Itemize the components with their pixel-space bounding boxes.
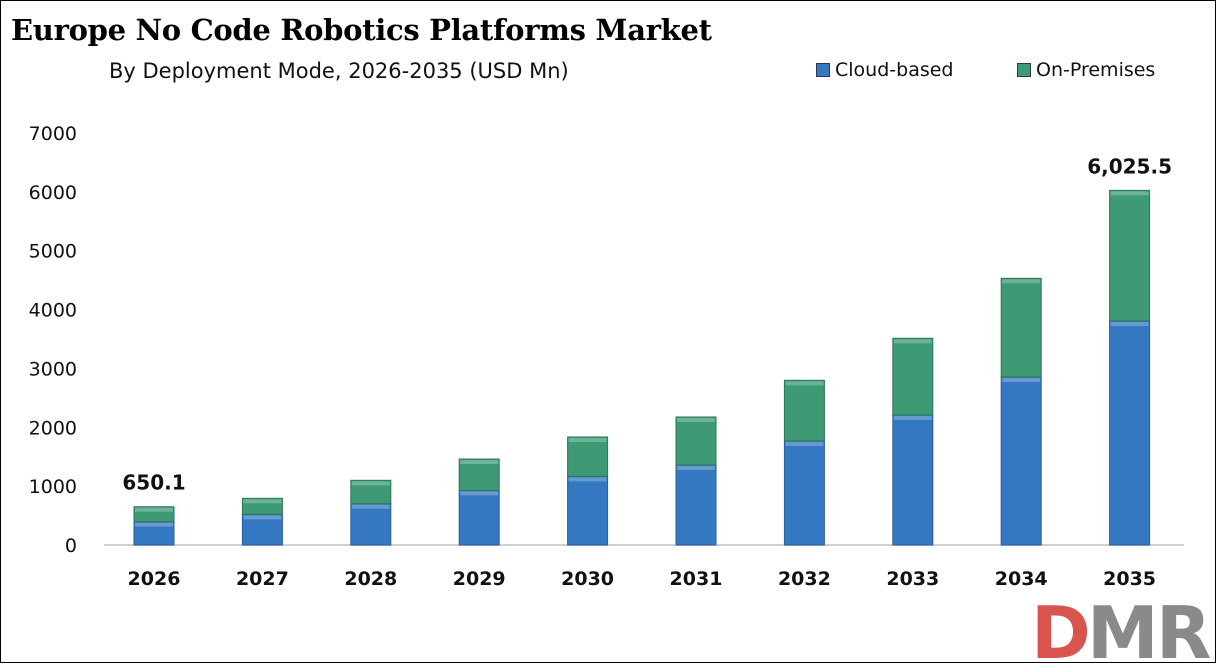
bar-on-premises-2035	[1109, 189, 1151, 322]
bar-bevel	[243, 515, 282, 520]
bar-bevel	[893, 415, 932, 420]
y-tick-label: 0	[65, 535, 77, 557]
x-tick-label: 2035	[1103, 568, 1156, 590]
x-tick-label: 2029	[453, 568, 506, 590]
y-tick-label: 1000	[29, 476, 77, 498]
bar-cloud-based-2033	[892, 414, 934, 546]
bar-cloud-based-2031	[675, 464, 717, 546]
bar-bevel	[135, 507, 173, 512]
x-tick-label: 2034	[995, 568, 1048, 590]
x-tick-label: 2033	[886, 568, 939, 590]
bar-bevel	[893, 339, 932, 344]
bar-bevel	[568, 477, 607, 482]
bar-bevel	[1002, 279, 1041, 284]
bar-on-premises-2029	[458, 458, 500, 491]
bar-cloud-based-2032	[783, 440, 825, 546]
data-label: 650.1	[122, 471, 185, 495]
bar-on-premises-2031	[675, 416, 717, 466]
bar-bevel	[1002, 378, 1041, 383]
bar-on-premises-2032	[783, 379, 825, 442]
legend-swatch-cloud	[816, 63, 830, 77]
x-tick-label: 2026	[128, 568, 181, 590]
chart-subtitle: By Deployment Mode, 2026-2035 (USD Mn)	[109, 59, 569, 83]
bar-bevel	[1110, 191, 1149, 196]
bar-bevel	[785, 441, 824, 446]
bar-cloud-based-2030	[567, 475, 609, 546]
bar-on-premises-2026	[133, 506, 175, 523]
bar-bevel	[568, 437, 607, 442]
bar-cloud-based-2029	[458, 489, 500, 546]
svg-text:M: M	[1087, 596, 1155, 663]
bar-bevel	[460, 491, 499, 496]
x-tick-label: 2030	[561, 568, 614, 590]
y-tick-label: 2000	[29, 417, 77, 439]
bar-bevel	[351, 504, 390, 509]
y-tick-label: 3000	[29, 358, 77, 380]
bar-on-premises-2027	[241, 497, 283, 515]
bar-on-premises-2033	[892, 337, 934, 416]
bar-on-premises-2034	[1000, 277, 1042, 378]
bar-bevel	[460, 460, 499, 465]
data-label: 6,025.5	[1087, 154, 1172, 178]
legend-label: On-Premises	[1036, 59, 1156, 81]
y-tick-label: 4000	[29, 300, 77, 322]
bar-cloud-based-2028	[350, 503, 392, 546]
x-tick-label: 2031	[670, 568, 723, 590]
y-tick-label: 6000	[29, 182, 77, 204]
chart-title: Europe No Code Robotics Platforms Market	[11, 13, 712, 47]
x-tick-label: 2028	[344, 568, 397, 590]
legend-item-on-premises: On-Premises	[1017, 59, 1155, 81]
bar-bevel	[677, 466, 715, 471]
legend-label: Cloud-based	[835, 59, 954, 81]
legend-item-cloud-based: Cloud-based	[816, 59, 953, 81]
bar-on-premises-2030	[567, 436, 609, 477]
legend-swatch-onprem	[1017, 63, 1031, 77]
bar-on-premises-2028	[350, 479, 392, 505]
bar-cloud-based-2035	[1109, 320, 1151, 546]
svg-text:R: R	[1156, 596, 1211, 663]
y-tick-label: 5000	[29, 241, 77, 263]
bar-bevel	[677, 417, 715, 422]
bar-bevel	[243, 499, 282, 504]
x-tick-label: 2032	[778, 568, 831, 590]
bar-bevel	[1110, 321, 1149, 326]
bar-bevel	[785, 381, 824, 386]
svg-text:D: D	[1031, 596, 1087, 663]
x-tick-label: 2027	[236, 568, 289, 590]
y-tick-label: 7000	[29, 123, 77, 145]
bar-cloud-based-2034	[1000, 376, 1042, 546]
bar-bevel	[135, 522, 173, 527]
bar-bevel	[351, 481, 390, 486]
dmr-logo: D M R	[1031, 596, 1211, 663]
